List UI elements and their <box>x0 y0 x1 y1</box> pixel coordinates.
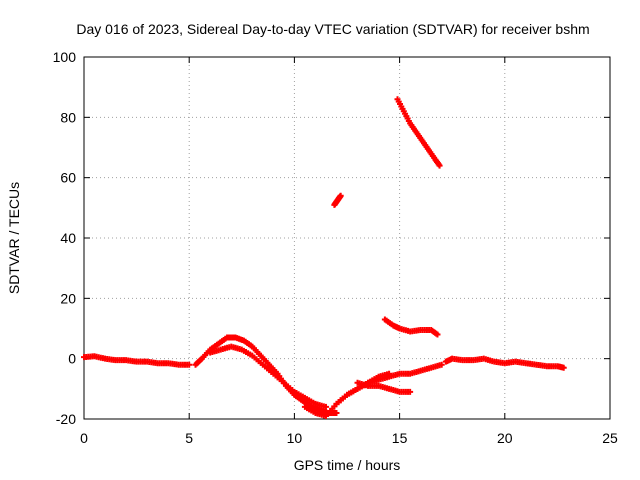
y-tick-label: 0 <box>68 351 76 367</box>
x-axis-label: GPS time / hours <box>294 457 401 473</box>
x-tick-label: 25 <box>602 430 618 446</box>
data-point <box>386 370 393 377</box>
data-point <box>337 192 344 199</box>
y-axis-label: SDTVAR / TECUs <box>6 182 22 294</box>
x-tick-label: 20 <box>497 430 513 446</box>
data-point <box>186 361 193 368</box>
series-track <box>207 343 329 410</box>
chart-title: Day 016 of 2023, Sidereal Day-to-day VTE… <box>76 21 589 37</box>
data-point <box>407 388 414 395</box>
series-track <box>354 379 414 395</box>
grid-lines <box>84 57 610 419</box>
series-track <box>81 353 193 368</box>
x-tick-label: 0 <box>80 430 88 446</box>
series-track <box>331 192 344 208</box>
y-tick-label: 20 <box>60 290 76 306</box>
y-tick-label: 60 <box>60 170 76 186</box>
data-points <box>81 96 567 419</box>
x-tick-label: 10 <box>287 430 303 446</box>
data-point <box>438 361 445 368</box>
series-track <box>394 96 443 169</box>
data-point <box>322 403 329 410</box>
data-point <box>434 331 441 338</box>
series-track <box>442 355 567 371</box>
data-point <box>436 162 443 169</box>
x-tick-label: 5 <box>185 430 193 446</box>
data-point <box>333 409 340 416</box>
y-tick-label: -20 <box>56 411 76 427</box>
series-track <box>381 316 441 338</box>
x-tick-label: 15 <box>392 430 408 446</box>
y-tick-label: 40 <box>60 230 76 246</box>
y-tick-label: 100 <box>53 49 77 65</box>
y-tick-label: 80 <box>60 109 76 125</box>
data-point <box>560 364 567 371</box>
